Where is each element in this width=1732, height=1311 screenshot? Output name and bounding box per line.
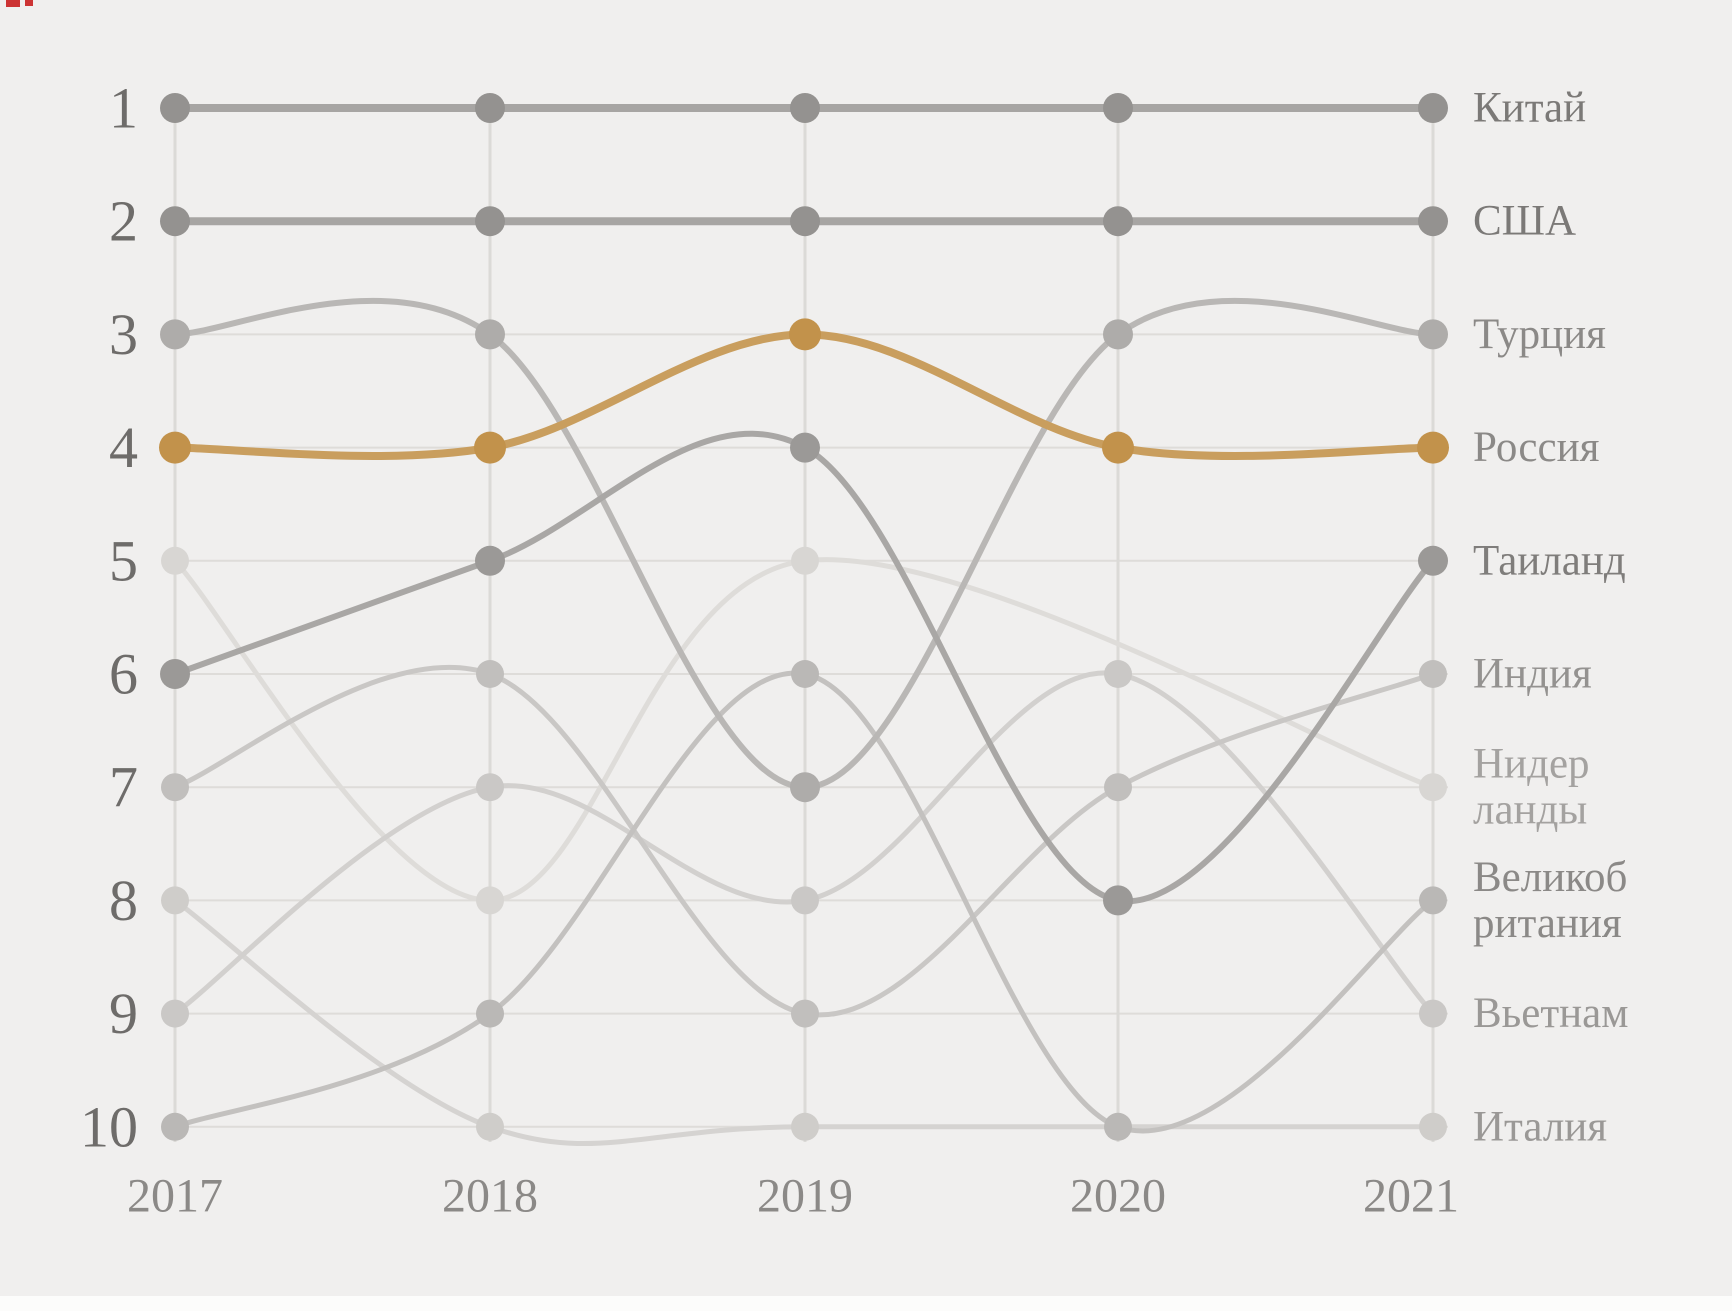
series-dot [1103,885,1133,916]
year-axis-label: 2021 [1363,1170,1459,1223]
series-label: Вьетнам [1473,990,1628,1037]
series-line [172,430,1436,905]
year-axis-label: 2017 [127,1170,223,1223]
series-label: ритания [1473,900,1622,947]
series-label: Великоб [1473,854,1627,901]
series-line [172,897,1436,1147]
series-dot [790,206,820,237]
rank-axis-label: 9 [109,981,138,1046]
series-dot [476,660,504,688]
footer-band [0,1296,1732,1311]
series-label: Индия [1473,651,1592,698]
rank-axis-label: 8 [109,868,138,933]
series-dot [1103,206,1133,237]
series-line [172,670,1436,1134]
series-dot [1104,660,1132,688]
year-axis-label: 2019 [757,1170,853,1223]
series-dot [1419,999,1447,1028]
series-dot [161,546,189,575]
rank-axis-label: 6 [109,642,138,707]
series-dot [1103,93,1133,123]
series-dot [1104,773,1132,802]
screen-artifact [6,0,20,7]
series-dot [476,773,504,802]
series-dot [161,886,189,915]
series-dot [476,1112,504,1141]
rank-axis-label: 4 [109,415,138,480]
series-label: Китай [1473,85,1586,132]
series-dot [161,773,189,802]
series-dot [1418,206,1448,237]
series-label: Италия [1473,1103,1607,1150]
series-dot [790,93,820,123]
series-dot [1419,773,1447,802]
series-dot [475,319,505,350]
series-dot [160,206,190,237]
series-label: Нидер [1473,741,1590,788]
series-dot [1418,319,1448,350]
series-dot [161,1112,189,1141]
series-dot [790,432,820,463]
series-dot [791,886,819,915]
series-label: Россия [1473,424,1599,471]
screen-artifact [25,0,33,6]
series-label: Таиланд [1473,537,1626,584]
series-dot [1103,319,1133,350]
series-label: США [1473,198,1576,245]
series-dot [1102,431,1134,464]
series-dot [476,999,504,1028]
rank-axis-label: 10 [80,1094,138,1159]
series-dot [160,659,190,689]
rank-axis-label: 3 [109,302,138,367]
year-axis-label: 2018 [442,1170,538,1223]
series-dot [791,546,819,575]
series-dot [791,1112,819,1141]
series-dot [791,660,819,688]
rank-axis-label: 5 [109,528,138,593]
series-dot [1104,1112,1132,1141]
series-dot [476,886,504,915]
rank-axis-label: 2 [109,189,138,254]
series-dot [1419,660,1447,688]
series-dot [1417,431,1449,464]
series-dot [161,999,189,1028]
series-dot [790,772,820,803]
series-dot [474,431,506,464]
series-dot [1418,93,1448,123]
series-dot [475,206,505,237]
series-dot [159,431,191,464]
year-axis-label: 2020 [1070,1170,1166,1223]
series-dot [160,93,190,123]
series-dot [1419,886,1447,915]
rank-axis-label: 1 [109,76,138,141]
series-dot [475,545,505,576]
series-label: Турция [1473,311,1606,358]
series-line [172,670,1436,1017]
series-dot [791,999,819,1028]
series-label: ланды [1473,787,1587,834]
series-dot [475,93,505,123]
series-line [172,557,1436,903]
series-dot [1418,545,1448,576]
series-dot [789,318,821,351]
rank-axis-label: 7 [109,755,138,820]
series-dot [160,319,190,350]
series-dot [1419,1112,1447,1141]
